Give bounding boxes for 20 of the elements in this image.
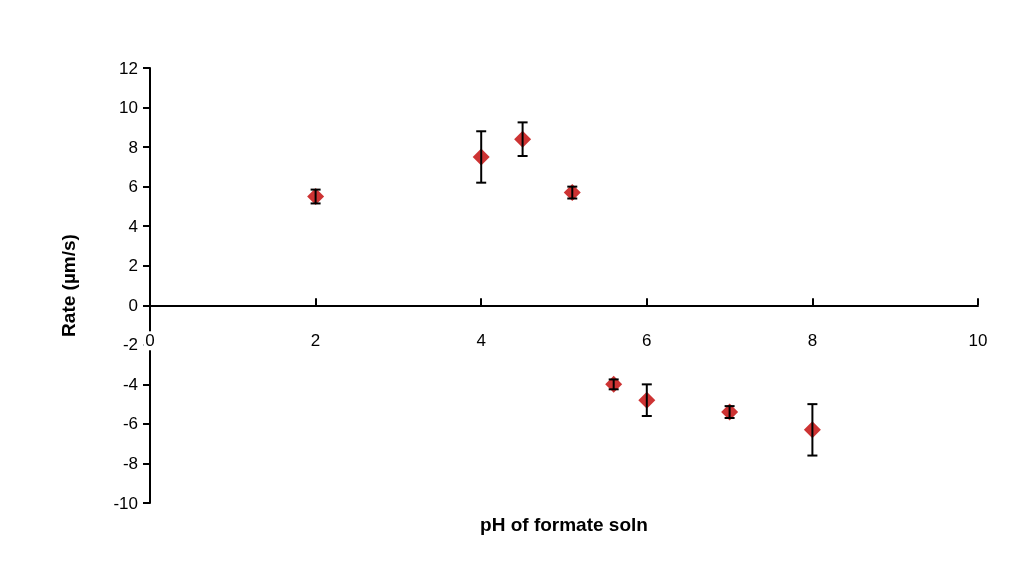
y-tick-label: -6 — [122, 414, 138, 434]
y-axis-title: Rate (µm/s) — [58, 234, 79, 337]
y-tick-label: 0 — [128, 295, 138, 315]
y-tick-label: 6 — [128, 177, 138, 197]
y-tick-label: 12 — [119, 58, 138, 78]
x-axis-title: pH of formate soln — [480, 514, 648, 536]
x-tick-label: 2 — [310, 331, 321, 351]
y-tick-label: -8 — [122, 453, 138, 473]
y-tick-label: 10 — [119, 98, 138, 118]
x-tick-label: 4 — [476, 331, 486, 351]
y-tick-label: 8 — [128, 137, 138, 157]
x-tick-label: 8 — [807, 331, 818, 351]
y-tick-label: -10 — [113, 493, 138, 513]
x-tick-label: 6 — [642, 331, 652, 351]
x-tick-label: 10 — [968, 331, 988, 351]
y-tick-label: 2 — [128, 256, 138, 276]
y-tick-label: 4 — [128, 216, 138, 236]
y-tick-label: -2 — [122, 335, 138, 355]
y-tick-label: -4 — [122, 374, 138, 394]
x-tick-label: 0 — [145, 331, 155, 351]
